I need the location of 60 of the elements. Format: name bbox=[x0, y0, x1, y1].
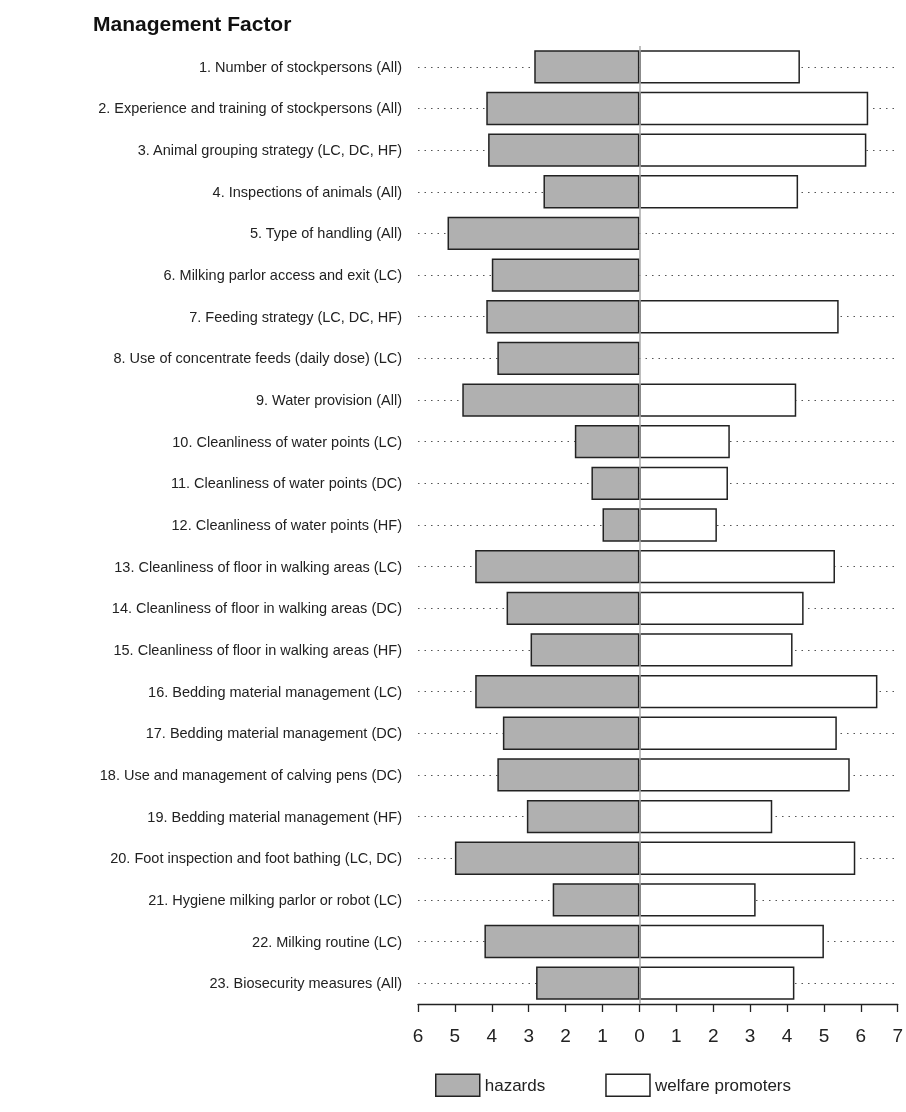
x-tick-label: 4 bbox=[781, 1025, 793, 1046]
x-tick-label: 2 bbox=[560, 1025, 571, 1046]
bar bbox=[639, 591, 804, 625]
y-tick-label: 23. Biosecurity measures (All) bbox=[209, 975, 402, 992]
y-tick-label: 17. Bedding material management (DC) bbox=[145, 725, 402, 742]
x-tick-label: 1 bbox=[597, 1025, 608, 1046]
bar bbox=[639, 799, 773, 834]
y-tick-label: 21. Hygiene milking parlor or robot (LC) bbox=[148, 891, 402, 908]
bar bbox=[639, 175, 799, 209]
bar bbox=[639, 758, 850, 792]
x-tick-label: 3 bbox=[523, 1025, 534, 1046]
y-tick-label: 8. Use of concentrate feeds (daily dose) (LC) bbox=[113, 350, 402, 367]
y-tick-label: 15. Cleanliness of floor in walking areas (HF) bbox=[113, 641, 402, 658]
bar bbox=[639, 674, 878, 709]
x-tick-label: 3 bbox=[744, 1025, 756, 1046]
x-tick-label: 6 bbox=[855, 1025, 867, 1046]
legend-label: welfare promoters bbox=[653, 1075, 792, 1095]
y-tick-label: 12. Cleanliness of water points (HF) bbox=[171, 517, 402, 533]
text: Management Factor bbox=[93, 12, 292, 35]
bar bbox=[639, 841, 856, 875]
y-tick-label: 11. Cleanliness of water points (DC) bbox=[170, 475, 402, 492]
y-tick-label: 1. Number of stockpersons (All) bbox=[198, 58, 402, 75]
bar bbox=[639, 508, 717, 542]
x-tick-label: 5 bbox=[449, 1025, 461, 1046]
y-tick-label: 19. Bedding material management (HF) bbox=[147, 808, 402, 825]
bar bbox=[639, 300, 839, 334]
y-tick-label: 18. Use and management of calving pens (DC) bbox=[99, 766, 402, 783]
bar bbox=[639, 425, 730, 459]
bar bbox=[639, 883, 756, 917]
x-tick-label: 7 bbox=[892, 1025, 904, 1046]
x-tick-label: 6 bbox=[412, 1025, 424, 1046]
y-tick-label: 13. Cleanliness of floor in walking areas (LC) bbox=[114, 558, 402, 575]
bar bbox=[639, 91, 869, 126]
y-tick-label: 5. Type of handling (All) bbox=[249, 225, 402, 242]
x-tick-label: 0 bbox=[634, 1025, 645, 1046]
y-tick-label: 3. Animal grouping strategy (LC, DC, HF) bbox=[137, 142, 402, 159]
y-tick-label: 6. Milking parlor access and exit (LC) bbox=[163, 267, 402, 284]
y-tick-label: 9. Water provision (All) bbox=[255, 392, 402, 409]
y-tick-label: 2. Experience and training of stockpersons (All) bbox=[98, 100, 402, 117]
bar bbox=[639, 50, 800, 84]
x-tick-label: 5 bbox=[818, 1025, 830, 1046]
bar bbox=[639, 133, 867, 167]
bar bbox=[639, 966, 795, 1000]
y-tick-label: 7. Feeding strategy (LC, DC, HF) bbox=[189, 308, 402, 325]
bar bbox=[639, 549, 835, 584]
bar bbox=[639, 383, 797, 417]
y-tick-label: 20. Foot inspection and foot bathing (LC, DC) bbox=[110, 850, 402, 867]
x-tick-label: 4 bbox=[486, 1025, 498, 1046]
x-tick-label: 2 bbox=[707, 1025, 719, 1046]
y-tick-label: 16. Bedding material management (LC) bbox=[148, 683, 402, 700]
y-tick-label: 10. Cleanliness of water points (LC) bbox=[172, 433, 402, 450]
legend-label: hazards bbox=[484, 1075, 546, 1095]
y-tick-label: 4. Inspections of animals (All) bbox=[212, 183, 402, 200]
bar bbox=[639, 633, 793, 667]
bar bbox=[639, 924, 824, 959]
bar bbox=[639, 466, 728, 501]
y-tick-label: 22. Milking routine (LC) bbox=[252, 933, 402, 950]
x-tick-label: 1 bbox=[671, 1025, 682, 1046]
bar bbox=[639, 716, 837, 750]
y-tick-label: 14. Cleanliness of floor in walking areas (DC) bbox=[111, 600, 402, 617]
